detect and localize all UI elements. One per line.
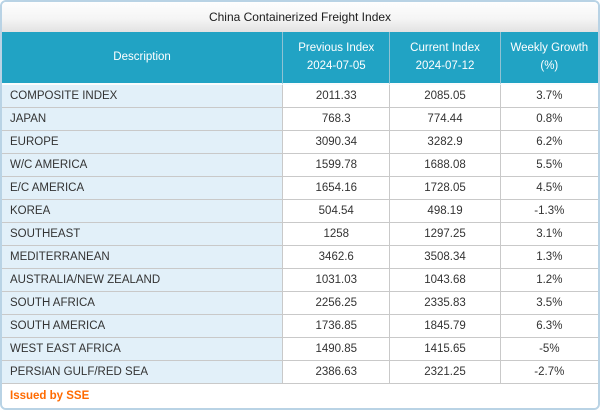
table-row: JAPAN 768.3 774.44 0.8%	[2, 108, 598, 131]
table-header-row: Description Previous Index 2024-07-05 Cu…	[2, 32, 598, 85]
description-cell: COMPOSITE INDEX	[2, 85, 283, 108]
description-cell: SOUTH AFRICA	[2, 292, 283, 315]
current-index-cell: 1728.05	[389, 177, 500, 200]
description-cell: SOUTH AMERICA	[2, 315, 283, 338]
weekly-growth-cell: 3.5%	[499, 292, 598, 315]
column-label: Previous Index	[298, 41, 375, 54]
page-title: China Containerized Freight Index	[2, 2, 598, 32]
column-header-current-index: Current Index 2024-07-12	[389, 32, 500, 85]
current-index-cell: 1688.08	[389, 154, 500, 177]
current-index-cell: 2085.05	[389, 85, 500, 108]
column-sublabel: 2024-07-05	[306, 59, 366, 72]
current-index-cell: 3282.9	[389, 131, 500, 154]
previous-index-cell: 1599.78	[282, 154, 390, 177]
current-index-cell: 1845.79	[389, 315, 500, 338]
table-row: KOREA 504.54 498.19 -1.3%	[2, 200, 598, 223]
current-index-cell: 1415.65	[389, 338, 500, 361]
weekly-growth-cell: -1.3%	[499, 200, 598, 223]
column-label: Current Index	[410, 41, 480, 54]
table-row: E/C AMERICA 1654.16 1728.05 4.5%	[2, 177, 598, 200]
previous-index-cell: 768.3	[282, 108, 390, 131]
current-index-cell: 774.44	[389, 108, 500, 131]
table-row: WEST EAST AFRICA 1490.85 1415.65 -5%	[2, 338, 598, 361]
description-cell: AUSTRALIA/NEW ZEALAND	[2, 269, 283, 292]
weekly-growth-cell: 3.1%	[499, 223, 598, 246]
previous-index-cell: 2256.25	[282, 292, 390, 315]
table-row: COMPOSITE INDEX 2011.33 2085.05 3.7%	[2, 85, 598, 108]
freight-index-table: Description Previous Index 2024-07-05 Cu…	[2, 32, 598, 384]
previous-index-cell: 504.54	[282, 200, 390, 223]
current-index-cell: 1043.68	[389, 269, 500, 292]
description-cell: SOUTHEAST	[2, 223, 283, 246]
weekly-growth-cell: -2.7%	[499, 361, 598, 384]
weekly-growth-cell: 1.2%	[499, 269, 598, 292]
current-index-cell: 1297.25	[389, 223, 500, 246]
weekly-growth-cell: 0.8%	[499, 108, 598, 131]
weekly-growth-cell: -5%	[499, 338, 598, 361]
previous-index-cell: 1258	[282, 223, 390, 246]
table-row: EUROPE 3090.34 3282.9 6.2%	[2, 131, 598, 154]
table-row: MEDITERRANEAN 3462.6 3508.34 1.3%	[2, 246, 598, 269]
description-cell: WEST EAST AFRICA	[2, 338, 283, 361]
column-header-previous-index: Previous Index 2024-07-05	[282, 32, 390, 85]
footer: Issued by SSE	[2, 384, 598, 408]
description-cell: MEDITERRANEAN	[2, 246, 283, 269]
previous-index-cell: 3462.6	[282, 246, 390, 269]
column-sublabel: (%)	[540, 59, 559, 72]
description-cell: PERSIAN GULF/RED SEA	[2, 361, 283, 384]
issued-by-label: Issued by SSE	[10, 390, 90, 402]
description-cell: W/C AMERICA	[2, 154, 283, 177]
previous-index-cell: 1490.85	[282, 338, 390, 361]
current-index-cell: 2335.83	[389, 292, 500, 315]
description-cell: KOREA	[2, 200, 283, 223]
table-row: SOUTH AMERICA 1736.85 1845.79 6.3%	[2, 315, 598, 338]
weekly-growth-cell: 4.5%	[499, 177, 598, 200]
table-row: SOUTH AFRICA 2256.25 2335.83 3.5%	[2, 292, 598, 315]
weekly-growth-cell: 6.2%	[499, 131, 598, 154]
previous-index-cell: 1736.85	[282, 315, 390, 338]
column-sublabel: 2024-07-12	[415, 59, 475, 72]
table-row: PERSIAN GULF/RED SEA 2386.63 2321.25 -2.7%	[2, 361, 598, 384]
weekly-growth-cell: 3.7%	[499, 85, 598, 108]
weekly-growth-cell: 6.3%	[499, 315, 598, 338]
column-label: Weekly Growth	[510, 41, 589, 54]
previous-index-cell: 1031.03	[282, 269, 390, 292]
description-cell: E/C AMERICA	[2, 177, 283, 200]
current-index-cell: 498.19	[389, 200, 500, 223]
column-header-description: Description	[2, 32, 283, 85]
weekly-growth-cell: 5.5%	[499, 154, 598, 177]
previous-index-cell: 1654.16	[282, 177, 390, 200]
current-index-cell: 3508.34	[389, 246, 500, 269]
weekly-growth-cell: 1.3%	[499, 246, 598, 269]
previous-index-cell: 2386.63	[282, 361, 390, 384]
previous-index-cell: 3090.34	[282, 131, 390, 154]
description-cell: EUROPE	[2, 131, 283, 154]
current-index-cell: 2321.25	[389, 361, 500, 384]
column-header-weekly-growth: Weekly Growth (%)	[499, 32, 598, 85]
table-row: SOUTHEAST 1258 1297.25 3.1%	[2, 223, 598, 246]
previous-index-cell: 2011.33	[282, 85, 390, 108]
column-label: Description	[113, 50, 171, 63]
description-cell: JAPAN	[2, 108, 283, 131]
table-row: W/C AMERICA 1599.78 1688.08 5.5%	[2, 154, 598, 177]
table-row: AUSTRALIA/NEW ZEALAND 1031.03 1043.68 1.2%	[2, 269, 598, 292]
table-body: COMPOSITE INDEX 2011.33 2085.05 3.7% JAPAN 76…	[2, 85, 598, 384]
